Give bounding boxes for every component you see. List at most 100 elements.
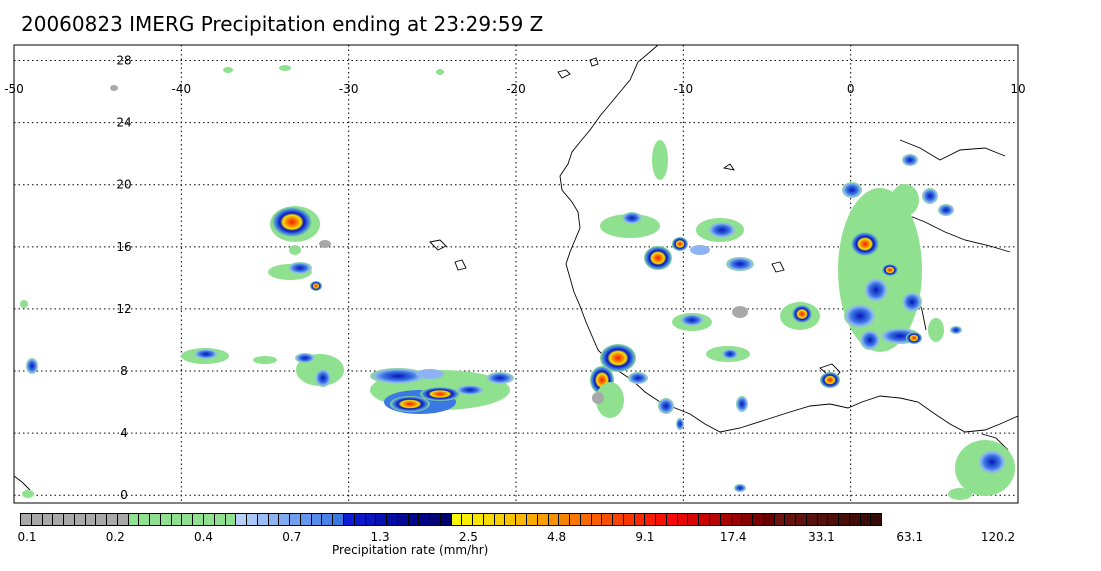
colorbar-swatch <box>720 513 732 526</box>
colorbar-swatch <box>53 513 65 526</box>
colorbar-swatch <box>290 513 301 526</box>
colorbar-tick-label: 63.1 <box>896 530 924 544</box>
colorbar-swatch <box>494 513 506 526</box>
colorbar-swatch <box>182 513 194 526</box>
colorbar-swatch <box>548 513 560 526</box>
longitude-label: -10 <box>674 82 694 96</box>
colorbar-swatch <box>666 513 678 526</box>
colorbar-swatch <box>31 513 43 526</box>
colorbar-swatch <box>473 513 484 526</box>
latitude-label: 24 <box>116 116 131 130</box>
colorbar-title: Precipitation rate (mm/hr) <box>332 543 489 557</box>
colorbar-tick-label: 0.4 <box>193 530 214 544</box>
latitude-label: 20 <box>116 178 131 192</box>
colorbar-swatch <box>107 513 118 526</box>
colorbar-swatch <box>677 513 689 526</box>
colorbar-swatch <box>171 513 183 526</box>
colorbar-swatch <box>656 513 667 526</box>
colorbar-swatch <box>214 513 226 526</box>
colorbar-swatch <box>128 513 140 526</box>
colorbar-swatch <box>150 513 161 526</box>
colorbar-swatch <box>42 513 54 526</box>
colorbar-swatch <box>753 513 764 526</box>
colorbar-swatch <box>462 513 474 526</box>
colorbar-swatch <box>419 513 431 526</box>
colorbar-swatch <box>204 513 215 526</box>
colorbar-tick-label: 0.1 <box>17 530 37 544</box>
colorbar-tick-label: 2.5 <box>458 530 478 544</box>
colorbar-swatch <box>559 513 571 526</box>
colorbar-swatch <box>440 513 452 526</box>
colorbar-swatch <box>774 513 786 526</box>
colorbar-swatch <box>96 513 108 526</box>
precipitation-field <box>20 65 1015 500</box>
colorbar-tick-label: 4.8 <box>547 530 567 544</box>
colorbar-swatch <box>160 513 172 526</box>
colorbar-swatch <box>333 513 344 526</box>
colorbar-tick-label: 0.7 <box>282 530 302 544</box>
colorbar-tick-label: 0.2 <box>105 530 125 544</box>
map-title: 20060823 IMERG Precipitation ending at 2… <box>21 12 544 36</box>
colorbar-swatch <box>871 513 883 526</box>
colorbar-swatch <box>602 513 614 526</box>
latitude-label: 16 <box>116 240 131 254</box>
colorbar-tick-label: 17.4 <box>719 530 747 544</box>
colorbar-swatch <box>828 513 840 526</box>
longitude-label: -40 <box>172 82 192 96</box>
colorbar-swatch <box>85 513 97 526</box>
colorbar-swatch <box>430 513 441 526</box>
latitude-label: 12 <box>116 302 131 316</box>
colorbar-swatch <box>763 513 775 526</box>
colorbar-swatch <box>839 513 850 526</box>
colorbar-swatch <box>397 513 409 526</box>
colorbar-swatch <box>806 513 818 526</box>
colorbar-swatch <box>354 513 366 526</box>
colorbar-swatch <box>742 513 754 526</box>
colorbar-swatch <box>580 513 592 526</box>
colorbar-swatch <box>817 513 829 526</box>
colorbar-swatch <box>710 513 721 526</box>
colorbar-tick-label: 1.3 <box>370 530 390 544</box>
colorbar-swatch <box>731 513 743 526</box>
colorbar-swatch <box>247 513 258 526</box>
colorbar-swatch <box>139 513 151 526</box>
graticule <box>13 45 1019 503</box>
colorbar-swatch <box>785 513 797 526</box>
colorbar-swatch <box>699 513 710 526</box>
colorbar-swatch <box>257 513 269 526</box>
colorbar-swatch <box>64 513 75 526</box>
longitude-label: 10 <box>1010 82 1025 96</box>
latitude-label: 0 <box>120 488 128 502</box>
colorbar-tick-label: 9.1 <box>635 530 655 544</box>
colorbar-swatch <box>193 513 205 526</box>
colorbar-swatch <box>688 513 700 526</box>
colorbar-swatch <box>376 513 388 526</box>
colorbar-tick-label: 120.2 <box>980 530 1016 544</box>
colorbar-swatch <box>634 513 646 526</box>
colorbar-swatch <box>505 513 517 526</box>
colorbar-swatch <box>451 513 463 526</box>
colorbar-swatch <box>20 513 32 526</box>
colorbar-swatch <box>117 513 129 526</box>
latitude-labels: 28 24 20 16 12 8 4 0 <box>116 54 131 503</box>
longitude-label: -20 <box>506 82 526 96</box>
colorbar-swatch <box>343 513 355 526</box>
colorbar-swatch <box>526 513 538 526</box>
colorbar-swatch <box>236 513 248 526</box>
colorbar-swatch <box>279 513 291 526</box>
colorbar-swatch <box>300 513 312 526</box>
colorbar-swatch <box>268 513 280 526</box>
colorbar-swatch <box>623 513 635 526</box>
longitude-label: 0 <box>847 82 855 96</box>
colorbar-swatch <box>613 513 624 526</box>
colorbar-tick-label: 33.1 <box>808 530 835 544</box>
colorbar-swatch <box>516 513 527 526</box>
colorbar-swatch <box>322 513 334 526</box>
colorbar-swatch <box>74 513 86 526</box>
colorbar <box>20 513 883 526</box>
colorbar-swatch <box>591 513 603 526</box>
longitude-labels: -50 -40 -30 -20 -10 0 10 <box>4 82 1025 96</box>
colorbar-swatch <box>483 513 495 526</box>
colorbar-swatch <box>645 513 657 526</box>
